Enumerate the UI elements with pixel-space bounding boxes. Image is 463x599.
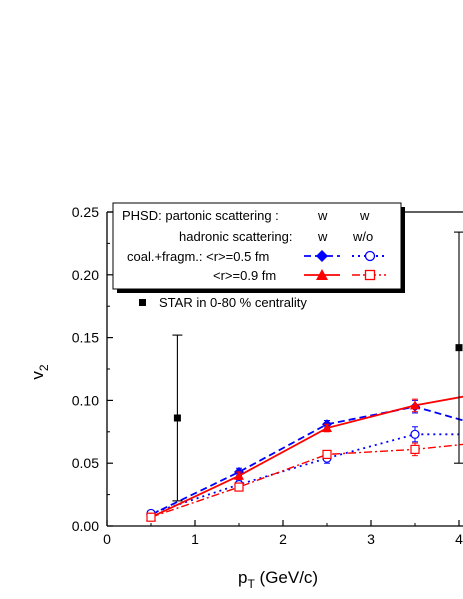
y-tick-label: 0.25	[72, 204, 99, 220]
data-point-triangle	[322, 423, 332, 433]
y-tick-label: 0.15	[72, 330, 99, 346]
axis-ticks: 0 1 2 3 4 0.00 0.05 0.10 0.15 0.20 0.25	[72, 204, 463, 547]
x-tick-label: 1	[191, 531, 199, 547]
legend-header-left: PHSD: partonic scattering :	[122, 208, 279, 223]
legend: PHSD: partonic scattering : w w hadronic…	[112, 202, 405, 293]
data-point-square	[234, 482, 244, 492]
y-tick-label: 0.20	[72, 267, 99, 283]
data-point-triangle	[410, 400, 420, 410]
x-axis-label: pT (GeV/c)	[238, 568, 318, 591]
series-line-red-dashdot-square	[150, 443, 463, 518]
legend-marker-red-square	[364, 269, 376, 281]
x-tick-label: 4	[455, 531, 463, 547]
star-legend-label: STAR in 0-80 % centrality	[159, 295, 307, 310]
legend-row4-left: <r>=0.9 fm	[213, 268, 276, 283]
legend-header-col1: w	[317, 208, 328, 223]
data-point-circle	[410, 429, 420, 439]
series-line-blue-dot-circle	[150, 433, 463, 515]
x-tick-label: 3	[367, 531, 375, 547]
y-tick-label: 0.05	[72, 455, 99, 471]
star-data-point	[455, 344, 463, 352]
legend-marker-blue-diamond	[316, 250, 328, 262]
y-tick-label: 0.00	[72, 518, 99, 534]
legend-row3-left: coal.+fragm.: <r>=0.5 fm	[127, 249, 269, 264]
legend-row2-col2: w/o	[352, 229, 373, 244]
legend-marker-red-triangle	[316, 269, 328, 280]
star-legend: STAR in 0-80 % centrality	[139, 295, 307, 310]
legend-marker-blue-circle	[364, 250, 376, 262]
series-layer	[146, 231, 463, 522]
data-point-square	[146, 512, 156, 522]
y-axis-label: v2	[28, 364, 51, 380]
data-point-square	[410, 444, 420, 454]
star-marker-sample	[139, 299, 146, 306]
data-point-triangle	[234, 470, 244, 480]
y-tick-label: 0.10	[72, 392, 99, 408]
legend-header-col2: w	[359, 208, 370, 223]
data-point-square	[322, 449, 332, 460]
series-line-red-solid-triangle	[150, 395, 463, 519]
x-tick-label: 0	[103, 531, 111, 547]
x-tick-label: 2	[279, 531, 287, 547]
star-data-point	[173, 414, 181, 422]
legend-row2-col1: w	[317, 229, 328, 244]
legend-row2-left: hadronic scattering:	[179, 229, 292, 244]
